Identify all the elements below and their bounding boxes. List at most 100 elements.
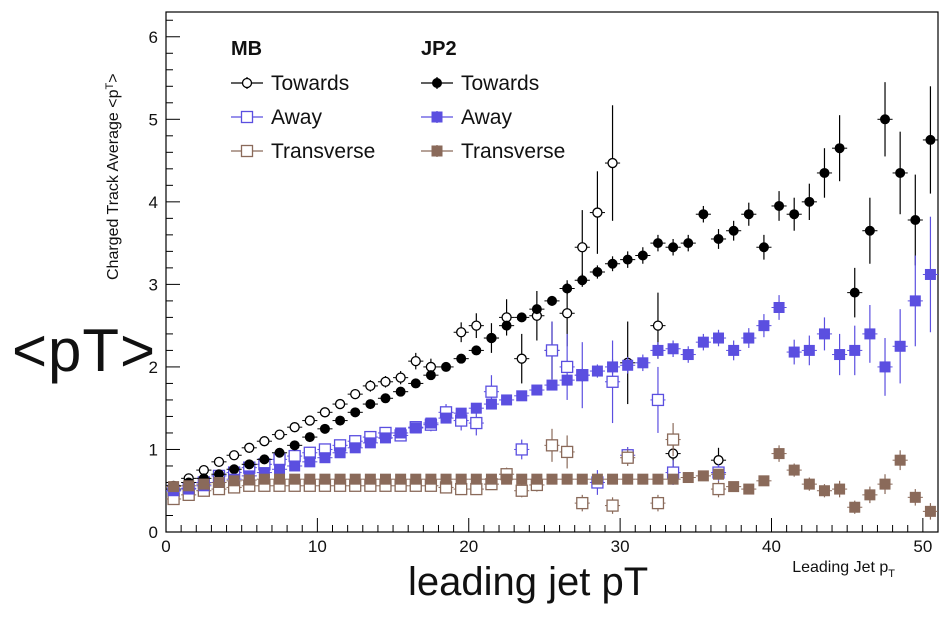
data-point [455,473,467,485]
data-point [682,349,694,361]
data-point [364,473,376,485]
data-marks [166,82,938,520]
data-point [909,491,921,503]
data-point [607,157,618,169]
data-point [591,473,603,485]
data-point [652,320,664,331]
data-point [622,473,634,485]
data-point [410,422,422,434]
data-point [470,416,483,430]
data-point [410,378,421,389]
data-point [804,196,815,207]
data-point [380,376,391,387]
data-point [228,450,240,461]
data-point [334,398,346,410]
data-point [667,343,679,355]
data-point [516,390,528,402]
data-point [213,456,225,467]
x-tick-label: 30 [611,537,630,556]
data-point [274,429,285,440]
data-point [592,267,603,277]
data-point [652,344,664,356]
data-point [606,375,619,388]
data-point [683,238,694,249]
legend-marker [240,110,254,124]
x-caption-overlay: leading jet pT [408,560,649,604]
y-tick-label: 5 [149,110,158,129]
data-point [834,143,845,154]
data-point [758,320,770,332]
data-point [289,440,300,451]
legend-marker [431,111,443,123]
legend-marker [431,145,443,157]
data-point [410,355,421,367]
data-point [712,482,725,496]
data-point [910,215,921,225]
data-point [849,287,860,298]
y-axis-title: Charged Track Average <pT> [104,73,122,280]
data-point [516,473,528,485]
data-point [682,472,694,484]
data-point [304,415,315,426]
data-point [803,478,815,490]
legend-entry-label: Away [271,106,322,129]
series-jp2-towards [166,82,938,491]
data-point [243,474,255,486]
data-point [319,452,331,464]
data-point [591,365,603,377]
data-point [668,242,679,253]
data-point [637,250,648,261]
x-axis-title: Leading Jet pT [792,559,895,580]
y-tick-label: 4 [149,193,158,212]
data-point [743,483,755,495]
data-point [379,432,391,444]
data-point [607,473,619,485]
data-point [395,473,407,485]
y-tick-label: 1 [149,440,158,459]
y-tick-label: 3 [149,275,158,294]
data-point [365,380,376,392]
data-point [577,275,588,286]
data-point [606,499,619,512]
data-point [456,327,467,338]
data-point [395,372,406,383]
data-point [546,379,558,391]
data-point [546,473,558,485]
data-point [547,295,557,306]
data-point [470,402,482,414]
data-point [486,333,497,344]
data-point [622,359,634,371]
data-point [697,336,709,348]
x-tick-label: 50 [913,537,932,556]
data-point [576,473,588,485]
data-point [651,496,665,510]
data-point [198,478,210,490]
data-point [410,473,422,485]
series-jp2-transverse [166,445,938,520]
data-point [894,454,906,466]
data-point [289,460,301,472]
plot-border [165,11,939,533]
legend-marker [432,78,442,88]
data-point [622,254,633,265]
data-point [471,320,482,331]
data-point [531,384,543,396]
x-tick-label: 20 [459,537,478,556]
data-point [365,399,376,410]
data-point [621,451,634,464]
legend-marker [241,77,253,89]
data-point [334,473,346,485]
data-point [213,476,225,488]
data-point [304,473,316,485]
data-point [229,464,240,475]
data-point [713,332,725,344]
data-point [637,473,649,485]
data-point [592,207,603,218]
data-point [864,328,876,340]
data-point [774,200,785,211]
data-point [379,473,391,485]
data-point [818,328,830,340]
data-point [819,167,830,178]
data-point [380,393,391,404]
